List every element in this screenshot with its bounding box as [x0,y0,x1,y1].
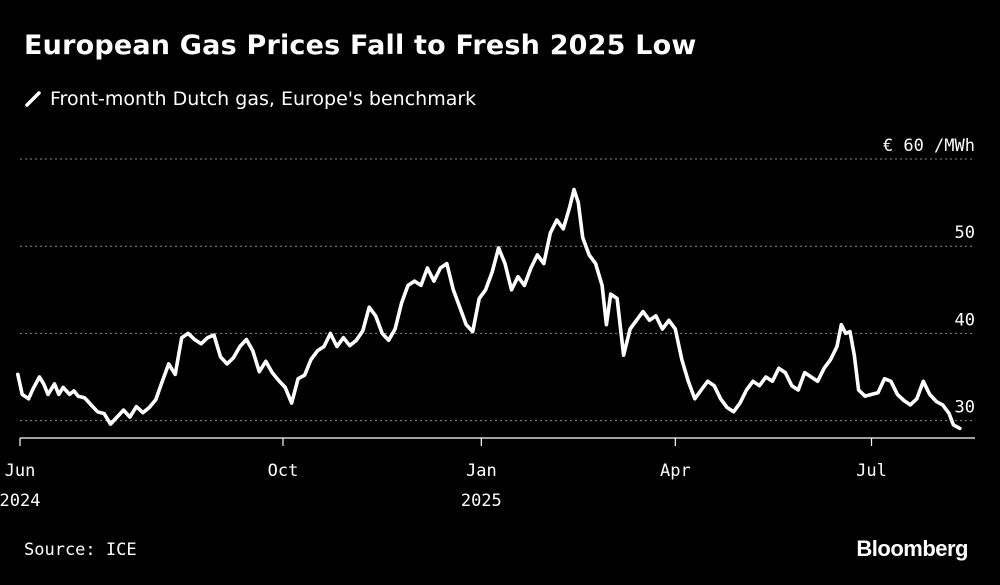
legend-line-swatch [25,91,41,107]
y-tick-label: 30 [955,398,975,418]
series-line-0 [16,187,962,431]
source-note: Source: ICE [24,540,137,560]
legend-series-label: Front-month Dutch gas, Europe's benchmar… [50,88,477,110]
x-tick-year-label: 2025 [461,491,502,511]
x-tick-label: Jul [856,461,887,481]
chart-title: European Gas Prices Fall to Fresh 2025 L… [24,30,697,61]
y-tick-label: 50 [955,223,975,243]
x-tick-label: Oct [268,461,299,481]
x-tick-label: Apr [660,461,691,481]
bloomberg-logo: Bloomberg [856,536,968,561]
x-tick-label: Jan [466,461,497,481]
x-tick-label: Jun [5,461,36,481]
y-tick-label: € 60 /MWh [883,136,975,156]
x-tick-year-label: 2024 [0,491,40,511]
legend: Front-month Dutch gas, Europe's benchmar… [24,88,476,110]
y-tick-label: 40 [955,310,975,330]
